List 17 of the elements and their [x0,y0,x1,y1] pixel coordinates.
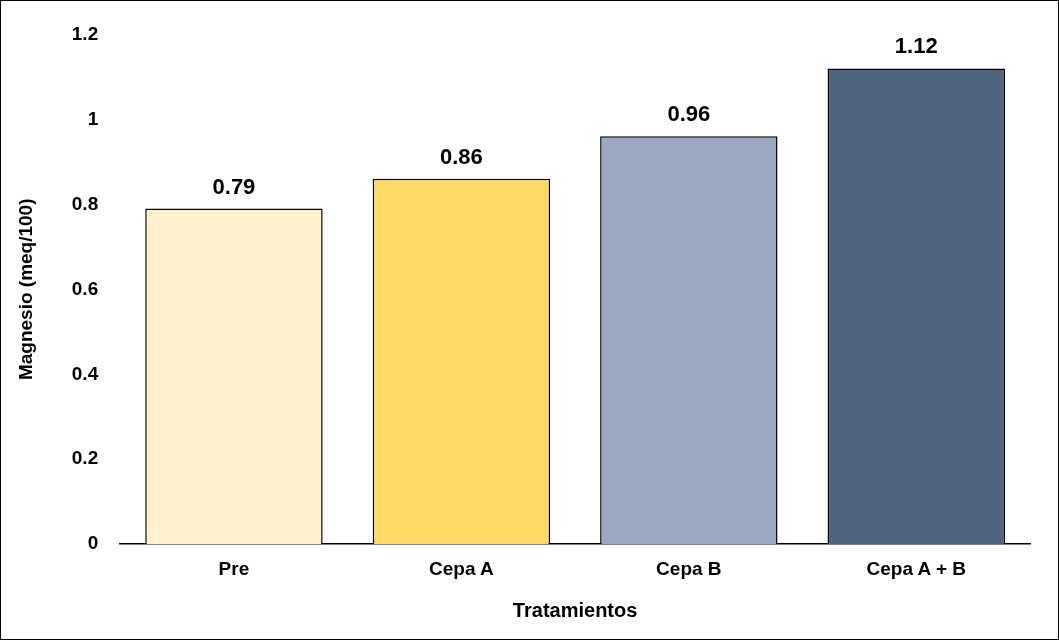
data-label: 0.96 [667,101,711,127]
y-tick-label: 0.8 [71,192,99,214]
x-axis-title: Tratamientos [512,598,638,621]
y-tick-label: 0 [87,532,99,554]
y-tick-label: 1.2 [71,22,99,44]
y-axis-title: Magnesio (meq/100) [14,198,36,381]
data-label: 0.86 [439,143,483,169]
y-tick-label: 0.2 [71,447,99,469]
y-tick-label: 0.4 [71,362,99,384]
x-tick-label: Cepa B [656,557,722,579]
x-tick-label: Cepa A + B [866,557,966,579]
y-tick-label: 1 [87,107,99,129]
x-tick-label: Pre [218,557,250,579]
y-tick-label: 0.6 [71,277,99,299]
data-label: 0.79 [212,173,256,199]
data-label: 1.12 [894,33,938,59]
x-tick-label: Cepa A [429,557,495,579]
